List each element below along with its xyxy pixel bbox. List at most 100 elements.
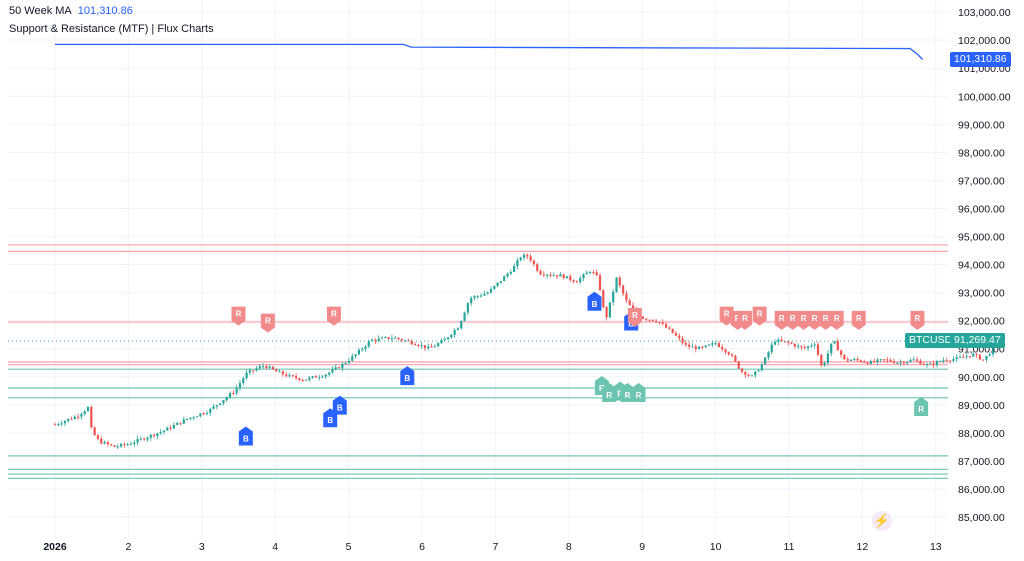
- candle-body: [209, 408, 212, 413]
- candle-body: [182, 419, 185, 424]
- resistance-signal-marker: R: [851, 310, 866, 330]
- candle-body: [417, 344, 420, 346]
- candle-body: [156, 433, 159, 436]
- candle-body: [453, 330, 456, 335]
- indicator-legend-row[interactable]: Support & Resistance (MTF) | Flux Charts: [9, 20, 214, 38]
- candle-body: [202, 413, 205, 415]
- candle-body: [410, 340, 413, 345]
- candle-body: [919, 360, 922, 365]
- candle-body: [602, 290, 605, 308]
- candle-body: [575, 281, 578, 283]
- candle-body: [579, 278, 582, 283]
- candle-body: [863, 361, 866, 363]
- candle-body: [823, 362, 826, 366]
- symbol-tag[interactable]: BTCUSD: [905, 333, 957, 348]
- x-tick-label: 13: [930, 541, 942, 553]
- candle-body: [212, 406, 215, 409]
- candle-body: [100, 438, 103, 444]
- candle-body: [351, 356, 354, 361]
- candle-body: [219, 403, 222, 405]
- moving-average-line: [8, 43, 948, 342]
- candle-body: [922, 364, 925, 366]
- candle-body: [790, 342, 793, 344]
- candle-body: [830, 343, 833, 354]
- candle-body: [357, 349, 360, 355]
- resistance-signal-marker-letter: R: [735, 314, 741, 323]
- candle-body: [321, 376, 324, 378]
- candle-body: [767, 352, 770, 358]
- x-tick-label: 5: [346, 541, 352, 553]
- candle-body: [991, 345, 995, 355]
- candle-body: [787, 341, 790, 343]
- x-tick-label: 6: [419, 541, 425, 553]
- candle-body: [691, 346, 694, 348]
- candle-body: [886, 359, 889, 361]
- resistance-signal-marker-letter: R: [779, 314, 785, 323]
- candle-body: [374, 339, 377, 341]
- candle-body: [588, 271, 592, 273]
- candle-body: [671, 328, 674, 333]
- buy-signal-marker-letter: B: [404, 374, 410, 383]
- candle-body: [314, 376, 318, 378]
- candle-body: [750, 375, 754, 377]
- candle-body: [228, 393, 232, 398]
- candle-body: [493, 285, 496, 289]
- y-tick-label: 98,000.00: [958, 147, 1005, 159]
- candle-body: [605, 307, 608, 318]
- candle-body: [57, 424, 60, 426]
- candle-body: [496, 282, 499, 286]
- buy-signal-marker-letter: B: [243, 434, 249, 443]
- lightning-icon[interactable]: ⚡: [872, 511, 892, 531]
- candle-body: [324, 374, 327, 377]
- candle-body: [747, 374, 750, 376]
- candle-body: [516, 260, 519, 267]
- candle-body: [123, 443, 126, 445]
- candle-body: [889, 359, 892, 362]
- support-signal-marker-shape: [602, 382, 617, 402]
- resistance-signal-marker-shape: [796, 310, 811, 330]
- candle-body: [344, 362, 347, 364]
- candle-body: [248, 370, 251, 373]
- candle-body: [615, 277, 618, 292]
- candle-body: [473, 296, 476, 298]
- candle-body: [612, 291, 615, 303]
- y-tick-label: 88,000.00: [958, 428, 1005, 440]
- ma-legend-row[interactable]: 50 Week MA 101,310.86: [9, 2, 214, 20]
- time-axis: 2026 2 3 4 5 6 7 8 9 10 11 12 13: [43, 541, 941, 553]
- candle-body: [149, 434, 152, 438]
- candle-body: [740, 368, 744, 372]
- grid: [8, 0, 948, 538]
- x-tick-label: 10: [710, 541, 722, 553]
- candle-body: [526, 254, 529, 257]
- candle-body: [800, 345, 803, 348]
- candle-body: [446, 337, 450, 339]
- candle-body: [906, 362, 909, 364]
- resistance-signal-marker: R: [260, 313, 275, 333]
- candle-body: [354, 354, 357, 357]
- candle-body: [195, 416, 199, 418]
- candle-body: [780, 339, 783, 342]
- candle-body: [843, 354, 846, 360]
- y-tick-label: 96,000.00: [958, 203, 1005, 215]
- candle-body: [172, 425, 176, 429]
- candle-body: [681, 338, 684, 343]
- candle-body: [592, 271, 595, 273]
- y-tick-label: 102,000.00: [958, 35, 1011, 47]
- candle-body: [939, 361, 942, 363]
- candle-body: [859, 360, 863, 362]
- candle-body: [476, 295, 479, 297]
- candle-body: [304, 379, 308, 381]
- x-tick-label: 7: [492, 541, 498, 553]
- resistance-signal-marker: R: [737, 310, 752, 330]
- candle-body: [443, 338, 446, 341]
- resistance-signal-marker: R: [719, 306, 734, 326]
- buy-signal-marker: B: [587, 291, 602, 311]
- candle-body: [562, 274, 565, 279]
- candle-body: [701, 346, 704, 348]
- candle-body: [873, 360, 876, 362]
- resistance-signal-marker: R: [796, 310, 811, 330]
- x-tick-label: 2: [125, 541, 131, 553]
- resistance-signal-marker: R: [627, 308, 642, 328]
